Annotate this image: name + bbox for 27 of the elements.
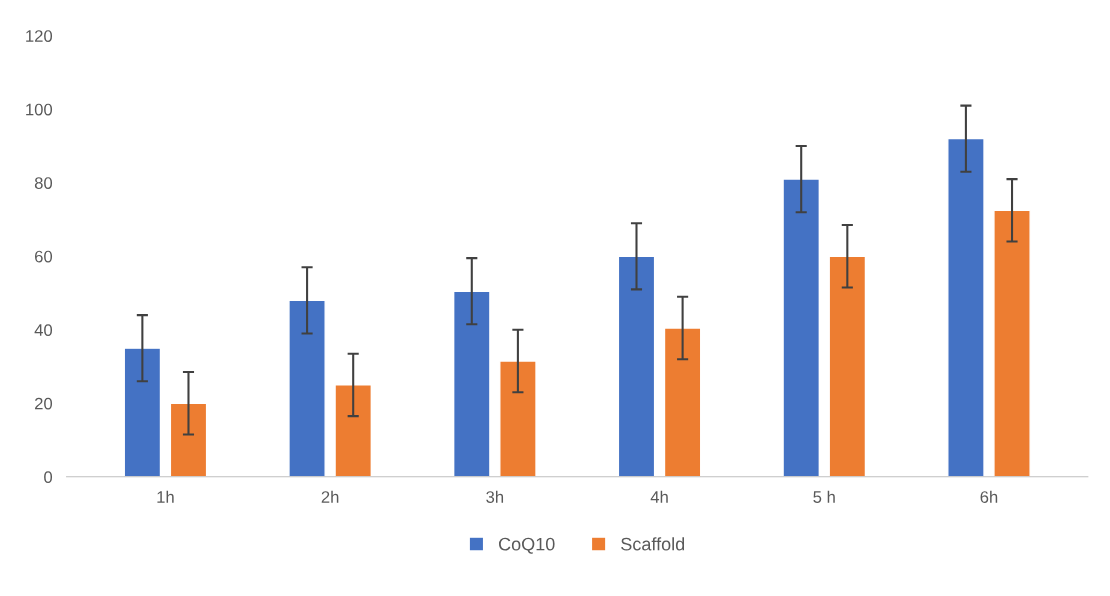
bar <box>947 137 985 477</box>
y-tick-label: 80 <box>34 177 53 189</box>
x-tick-label: 6h <box>980 490 998 503</box>
x-tick-label: 5 h <box>813 490 835 503</box>
legend-label: Scaffold <box>621 537 685 551</box>
y-tick-label: 60 <box>35 250 53 263</box>
y-tick-label: 0 <box>44 471 53 483</box>
bar <box>828 255 867 477</box>
bar <box>169 402 208 477</box>
x-tick-label: 4h <box>650 490 668 503</box>
y-tick-label: 100 <box>26 103 53 116</box>
y-tick-label: 120 <box>26 30 53 42</box>
bar <box>452 290 491 477</box>
bar <box>288 299 326 477</box>
bar <box>993 209 1031 477</box>
bar <box>499 360 537 477</box>
legend-label: CoQ10 <box>499 537 555 554</box>
y-tick-label: 40 <box>34 324 53 336</box>
x-tick-label: 1h <box>157 490 174 503</box>
bar <box>782 178 821 477</box>
x-tick-label: 3h <box>486 490 504 503</box>
bar <box>617 255 656 477</box>
bar <box>334 384 373 477</box>
bar <box>663 327 702 477</box>
y-tick-label: 20 <box>35 397 53 410</box>
bar <box>123 347 162 477</box>
x-tick-label: 2h <box>321 490 339 503</box>
